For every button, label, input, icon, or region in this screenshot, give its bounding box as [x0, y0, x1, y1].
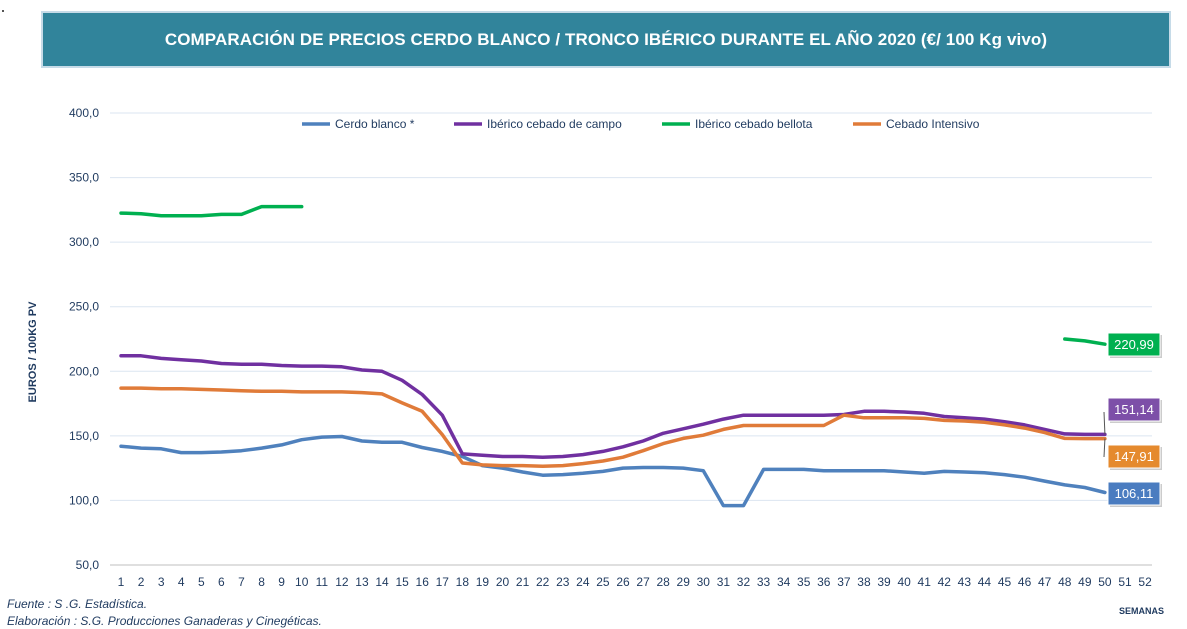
x-tick-label: 37 — [837, 575, 851, 589]
grid-lines — [110, 112, 1152, 566]
x-tick-label: 6 — [218, 575, 225, 589]
x-tick-label: 43 — [958, 575, 972, 589]
end-label-box — [1107, 481, 1161, 506]
legend-label: Ibérico cebado de campo — [487, 117, 622, 131]
y-tick-label: 400,0 — [69, 106, 99, 120]
x-tick-label: 7 — [238, 575, 245, 589]
x-tick-label: 3 — [158, 575, 165, 589]
legend-label: Cerdo blanco * — [335, 117, 415, 131]
y-tick-label: 200,0 — [69, 364, 99, 378]
x-tick-label: 4 — [178, 575, 185, 589]
series-line-2 — [119, 204, 304, 218]
x-tick-label: 23 — [556, 575, 570, 589]
x-tick-label: 21 — [516, 575, 530, 589]
x-tick-label: 46 — [1018, 575, 1032, 589]
x-tick-label: 28 — [656, 575, 670, 589]
x-tick-label: 38 — [857, 575, 871, 589]
x-tick-label: 18 — [456, 575, 470, 589]
chart-title: COMPARACIÓN DE PRECIOS CERDO BLANCO / TR… — [164, 29, 1048, 49]
x-tick-label: 36 — [817, 575, 831, 589]
x-tick-label: 13 — [355, 575, 369, 589]
x-tick-label: 33 — [757, 575, 771, 589]
x-tick-label: 52 — [1138, 575, 1152, 589]
x-tick-labels: 1 2 3 4 5 6 7 8 9 10 11 12 13 14 15 16 17 18 19 20 21 22 23 24 2… — [118, 575, 1152, 589]
x-tick-label: 47 — [1038, 575, 1052, 589]
x-tick-label: 29 — [677, 575, 691, 589]
x-tick-label: 40 — [897, 575, 911, 589]
x-tick-label: 16 — [416, 575, 430, 589]
x-tick-label: 50 — [1098, 575, 1112, 589]
x-tick-label: 10 — [295, 575, 309, 589]
end-label-value: 151,14 — [1114, 402, 1154, 417]
x-tick-label: 45 — [998, 575, 1012, 589]
end-label-leader — [1103, 438, 1106, 458]
series-lines — [119, 204, 1107, 508]
legend-label: Ibérico cebado bellota — [695, 117, 813, 131]
end-label-value: 147,91 — [1114, 449, 1154, 464]
x-tick-label: 12 — [335, 575, 349, 589]
y-tick-labels: 50,0 100,0 150,0 200,0 250,0 300,0 350,0 400,0 — [69, 106, 99, 572]
y-tick-label: 50,0 — [76, 558, 100, 572]
x-tick-label: 8 — [258, 575, 265, 589]
y-tick-label: 300,0 — [69, 235, 99, 249]
series-line-2 — [1063, 337, 1107, 346]
end-label-box — [1107, 397, 1161, 422]
end-labels: 220,99 151,14 147,91 106,11 — [1103, 332, 1162, 507]
x-tick-label: 19 — [476, 575, 490, 589]
x-tick-label: 2 — [138, 575, 145, 589]
x-tick-label: 42 — [938, 575, 952, 589]
end-label-box — [1107, 444, 1161, 469]
x-tick-label: 11 — [316, 575, 329, 589]
x-tick-label: 35 — [797, 575, 811, 589]
series-line-1 — [119, 354, 1107, 459]
x-tick-label: 1 — [118, 575, 125, 589]
y-tick-label: 350,0 — [69, 171, 99, 185]
x-tick-label: 51 — [1118, 575, 1132, 589]
x-tick-label: 27 — [636, 575, 650, 589]
x-tick-label: 31 — [717, 575, 731, 589]
x-tick-label: 26 — [616, 575, 630, 589]
x-tick-label: 30 — [697, 575, 711, 589]
x-tick-label: 15 — [395, 575, 409, 589]
x-tick-label: 17 — [436, 575, 450, 589]
x-tick-label: 9 — [278, 575, 285, 589]
x-tick-label: 14 — [375, 575, 389, 589]
y-tick-label: 100,0 — [69, 493, 99, 507]
x-tick-label: 5 — [198, 575, 205, 589]
end-label-box — [1107, 332, 1161, 357]
x-tick-label: 32 — [737, 575, 751, 589]
footer-elaboration: Elaboración : S.G. Producciones Ganadera… — [7, 614, 322, 628]
series-line-0 — [119, 434, 1107, 508]
x-tick-label: 39 — [877, 575, 891, 589]
end-label-value: 220,99 — [1114, 337, 1154, 352]
footer-source: Fuente : S .G. Estadística. — [7, 597, 148, 611]
x-tick-label: 22 — [536, 575, 550, 589]
x-tick-label: 24 — [576, 575, 590, 589]
end-label-leader — [1103, 411, 1106, 435]
legend-label: Cebado Intensivo — [886, 117, 980, 131]
y-tick-label: 250,0 — [69, 300, 99, 314]
x-tick-label: 25 — [596, 575, 610, 589]
y-axis-label: EUROS / 100KG PV — [27, 301, 39, 403]
x-tick-label: 34 — [777, 575, 791, 589]
x-tick-label: 41 — [918, 575, 932, 589]
x-tick-label: 48 — [1058, 575, 1072, 589]
corner-marker — [2, 10, 4, 12]
x-tick-label: 20 — [496, 575, 510, 589]
x-tick-label: 44 — [978, 575, 992, 589]
chart-title-bar: COMPARACIÓN DE PRECIOS CERDO BLANCO / TR… — [41, 11, 1171, 68]
end-label-value: 106,11 — [1115, 486, 1154, 501]
x-tick-label: 49 — [1078, 575, 1092, 589]
y-tick-label: 150,0 — [69, 429, 99, 443]
series-line-3 — [119, 386, 1107, 468]
legend: Cerdo blanco * Ibérico cebado de campo Ibé… — [302, 117, 980, 131]
x-axis-label: SEMANAS — [1119, 606, 1164, 616]
